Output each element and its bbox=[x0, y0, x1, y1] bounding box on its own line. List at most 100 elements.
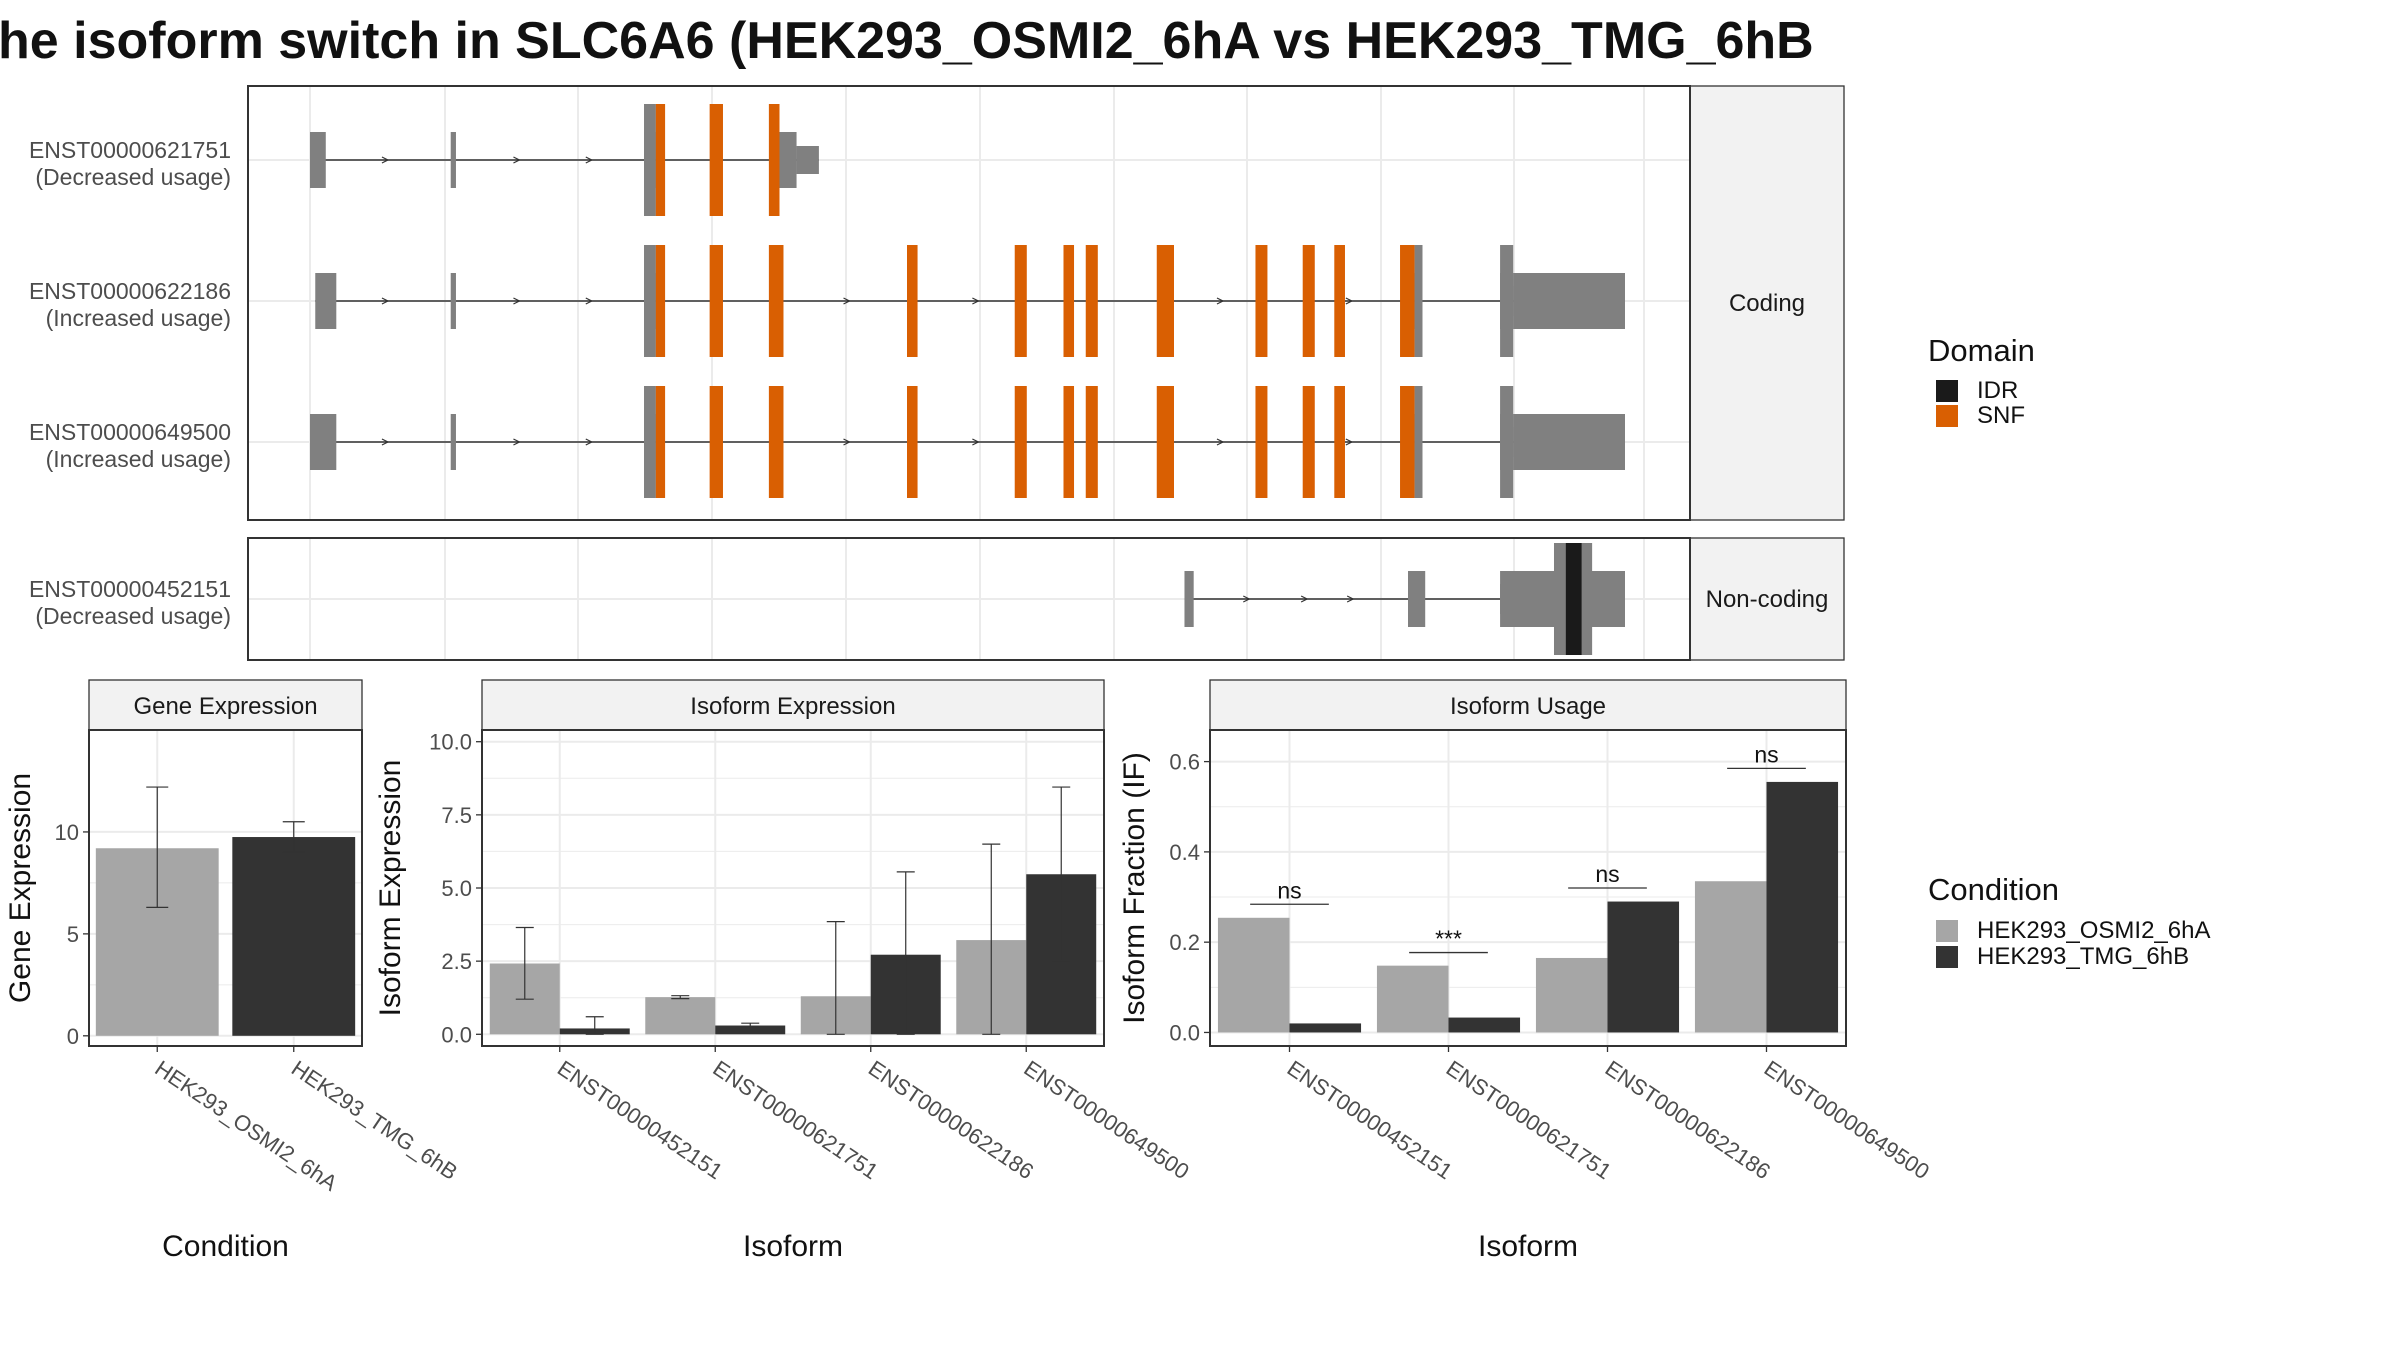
x-tick-label: ENST00000621751 bbox=[708, 1055, 882, 1184]
exon bbox=[644, 104, 656, 216]
domain-snf bbox=[1085, 245, 1098, 357]
transcript-id-label: ENST00000649500 bbox=[29, 419, 231, 445]
strand-arrow bbox=[513, 438, 521, 446]
y-tick-label: 0.0 bbox=[441, 1022, 472, 1047]
transcript-ENST00000452151: ENST00000452151(Decreased usage) bbox=[29, 543, 1625, 655]
exon bbox=[1500, 245, 1514, 357]
facet-strip bbox=[88, 679, 363, 731]
legend-label-condition: HEK293_OSMI2_6hA bbox=[1977, 917, 2210, 944]
domain-snf bbox=[709, 245, 723, 357]
transcript-usage-label: (Increased usage) bbox=[46, 305, 231, 331]
panel-noncoding-frame bbox=[247, 537, 1691, 661]
domain-snf bbox=[907, 245, 918, 357]
domain-snf bbox=[1334, 386, 1345, 498]
transcript-structure-plot: CodingNon-codingENST00000621751(Decrease… bbox=[29, 85, 1845, 661]
strip-coding bbox=[1689, 85, 1845, 521]
exon bbox=[315, 273, 337, 329]
legend-domain-title: Domain bbox=[1928, 333, 2035, 368]
facet-title: Isoform Expression bbox=[690, 693, 895, 720]
bar-HEK293_TMG_6hB-ENST00000621751 bbox=[715, 1025, 786, 1035]
domain-snf bbox=[1302, 386, 1315, 498]
x-axis-title: Isoform bbox=[1478, 1230, 1578, 1263]
domain-snf bbox=[655, 245, 666, 357]
strand-arrow bbox=[585, 297, 594, 305]
bar-HEK293_OSMI2_6hA-ENST00000621751 bbox=[645, 997, 716, 1035]
legend-label-condition: HEK293_TMG_6hB bbox=[1977, 943, 2189, 970]
transcript-usage-label: (Increased usage) bbox=[46, 446, 231, 472]
domain-snf bbox=[1156, 245, 1174, 357]
bar-HEK293_OSMI2_6hA-ENST00000621751 bbox=[1376, 965, 1449, 1033]
strand-arrow bbox=[1345, 297, 1354, 305]
strand-arrow bbox=[585, 438, 594, 446]
strand-arrow bbox=[1346, 595, 1355, 603]
domain-snf bbox=[1085, 386, 1098, 498]
y-axis-title: Isoform Fraction (IF) bbox=[1118, 752, 1151, 1024]
domain-snf bbox=[1255, 245, 1268, 357]
domain-snf bbox=[1255, 386, 1268, 498]
y-tick-label: 10.0 bbox=[429, 730, 472, 755]
transcript-usage-label: (Decreased usage) bbox=[35, 164, 231, 190]
chart-isoform-usage: Isoform Usage ns *** ns ns 0.0 0.2 0.4 0.6 ENST00… bbox=[1118, 679, 1934, 1263]
significance-label: *** bbox=[1435, 926, 1462, 952]
domain-snf bbox=[1400, 386, 1415, 498]
transcript-id-label: ENST00000452151 bbox=[29, 576, 231, 602]
strand-arrow bbox=[1243, 595, 1251, 603]
y-tick-label: 5 bbox=[67, 922, 79, 947]
domain-snf bbox=[1014, 386, 1027, 498]
bar-HEK293_TMG_6hB-ENST00000622186 bbox=[1607, 901, 1680, 1033]
bar-HEK293_TMG_6hB-ENST00000452151 bbox=[1289, 1023, 1362, 1033]
exon bbox=[1408, 571, 1426, 627]
significance-label: ns bbox=[1754, 741, 1778, 767]
exon bbox=[1414, 386, 1423, 498]
x-tick-label: ENST00000649500 bbox=[1019, 1055, 1193, 1184]
bar-HEK293_OSMI2_6hA-ENST00000649500 bbox=[1694, 881, 1767, 1033]
y-tick-label: 5.0 bbox=[441, 876, 472, 901]
legend-condition-title: Condition bbox=[1928, 872, 2059, 907]
exon bbox=[644, 245, 656, 357]
transcript-ENST00000622186: ENST00000622186(Increased usage) bbox=[29, 245, 1625, 357]
domain-idr bbox=[1565, 543, 1582, 655]
domain-snf bbox=[655, 386, 666, 498]
exon bbox=[1500, 386, 1514, 498]
transcript-usage-label: (Decreased usage) bbox=[35, 603, 231, 629]
utr-block bbox=[1513, 414, 1625, 470]
legend-label-idr: IDR bbox=[1977, 377, 2018, 404]
x-tick-label: ENST00000622186 bbox=[1601, 1055, 1775, 1184]
y-tick-label: 0.2 bbox=[1169, 930, 1200, 955]
domain-snf bbox=[1063, 245, 1075, 357]
exon bbox=[450, 273, 456, 329]
expression-charts: Gene Expression0510HEK293_OSMI2_6hAHEK29… bbox=[4, 679, 1934, 1263]
strand-arrow bbox=[1345, 438, 1354, 446]
y-tick-label: 2.5 bbox=[441, 949, 472, 974]
panel-coding-frame bbox=[247, 85, 1691, 521]
y-tick-label: 0.0 bbox=[1169, 1020, 1200, 1045]
exon bbox=[450, 132, 456, 188]
y-axis-title: Isoform Expression bbox=[374, 760, 407, 1017]
domain-snf bbox=[1334, 245, 1345, 357]
strand-arrow bbox=[381, 297, 390, 305]
strand-arrow bbox=[513, 297, 521, 305]
strand-arrow bbox=[843, 438, 851, 446]
domain-snf bbox=[709, 104, 723, 216]
domain-snf bbox=[709, 386, 723, 498]
domain-snf bbox=[1400, 245, 1415, 357]
strand-arrow bbox=[585, 156, 594, 164]
x-tick-label: ENST00000622186 bbox=[864, 1055, 1038, 1184]
legend-swatch-condition bbox=[1936, 920, 1958, 942]
strip-coding-label: Coding bbox=[1729, 290, 1805, 317]
bar-HEK293_OSMI2_6hA-ENST00000452151 bbox=[1217, 917, 1290, 1033]
x-tick-label: ENST00000452151 bbox=[1283, 1055, 1457, 1184]
utr-block bbox=[796, 146, 819, 174]
domain-snf bbox=[907, 386, 918, 498]
significance-label: ns bbox=[1595, 861, 1619, 887]
strand-arrow bbox=[843, 297, 851, 305]
facet-title: Gene Expression bbox=[133, 693, 317, 720]
domain-snf bbox=[1063, 386, 1075, 498]
exon bbox=[1184, 571, 1194, 627]
figure-title: he isoform switch in SLC6A6 (HEK293_OSMI… bbox=[0, 12, 1814, 70]
legend-swatch-idr bbox=[1936, 380, 1958, 402]
x-axis-title: Isoform bbox=[743, 1230, 843, 1263]
exon bbox=[1414, 245, 1423, 357]
y-tick-label: 0.4 bbox=[1169, 840, 1200, 865]
